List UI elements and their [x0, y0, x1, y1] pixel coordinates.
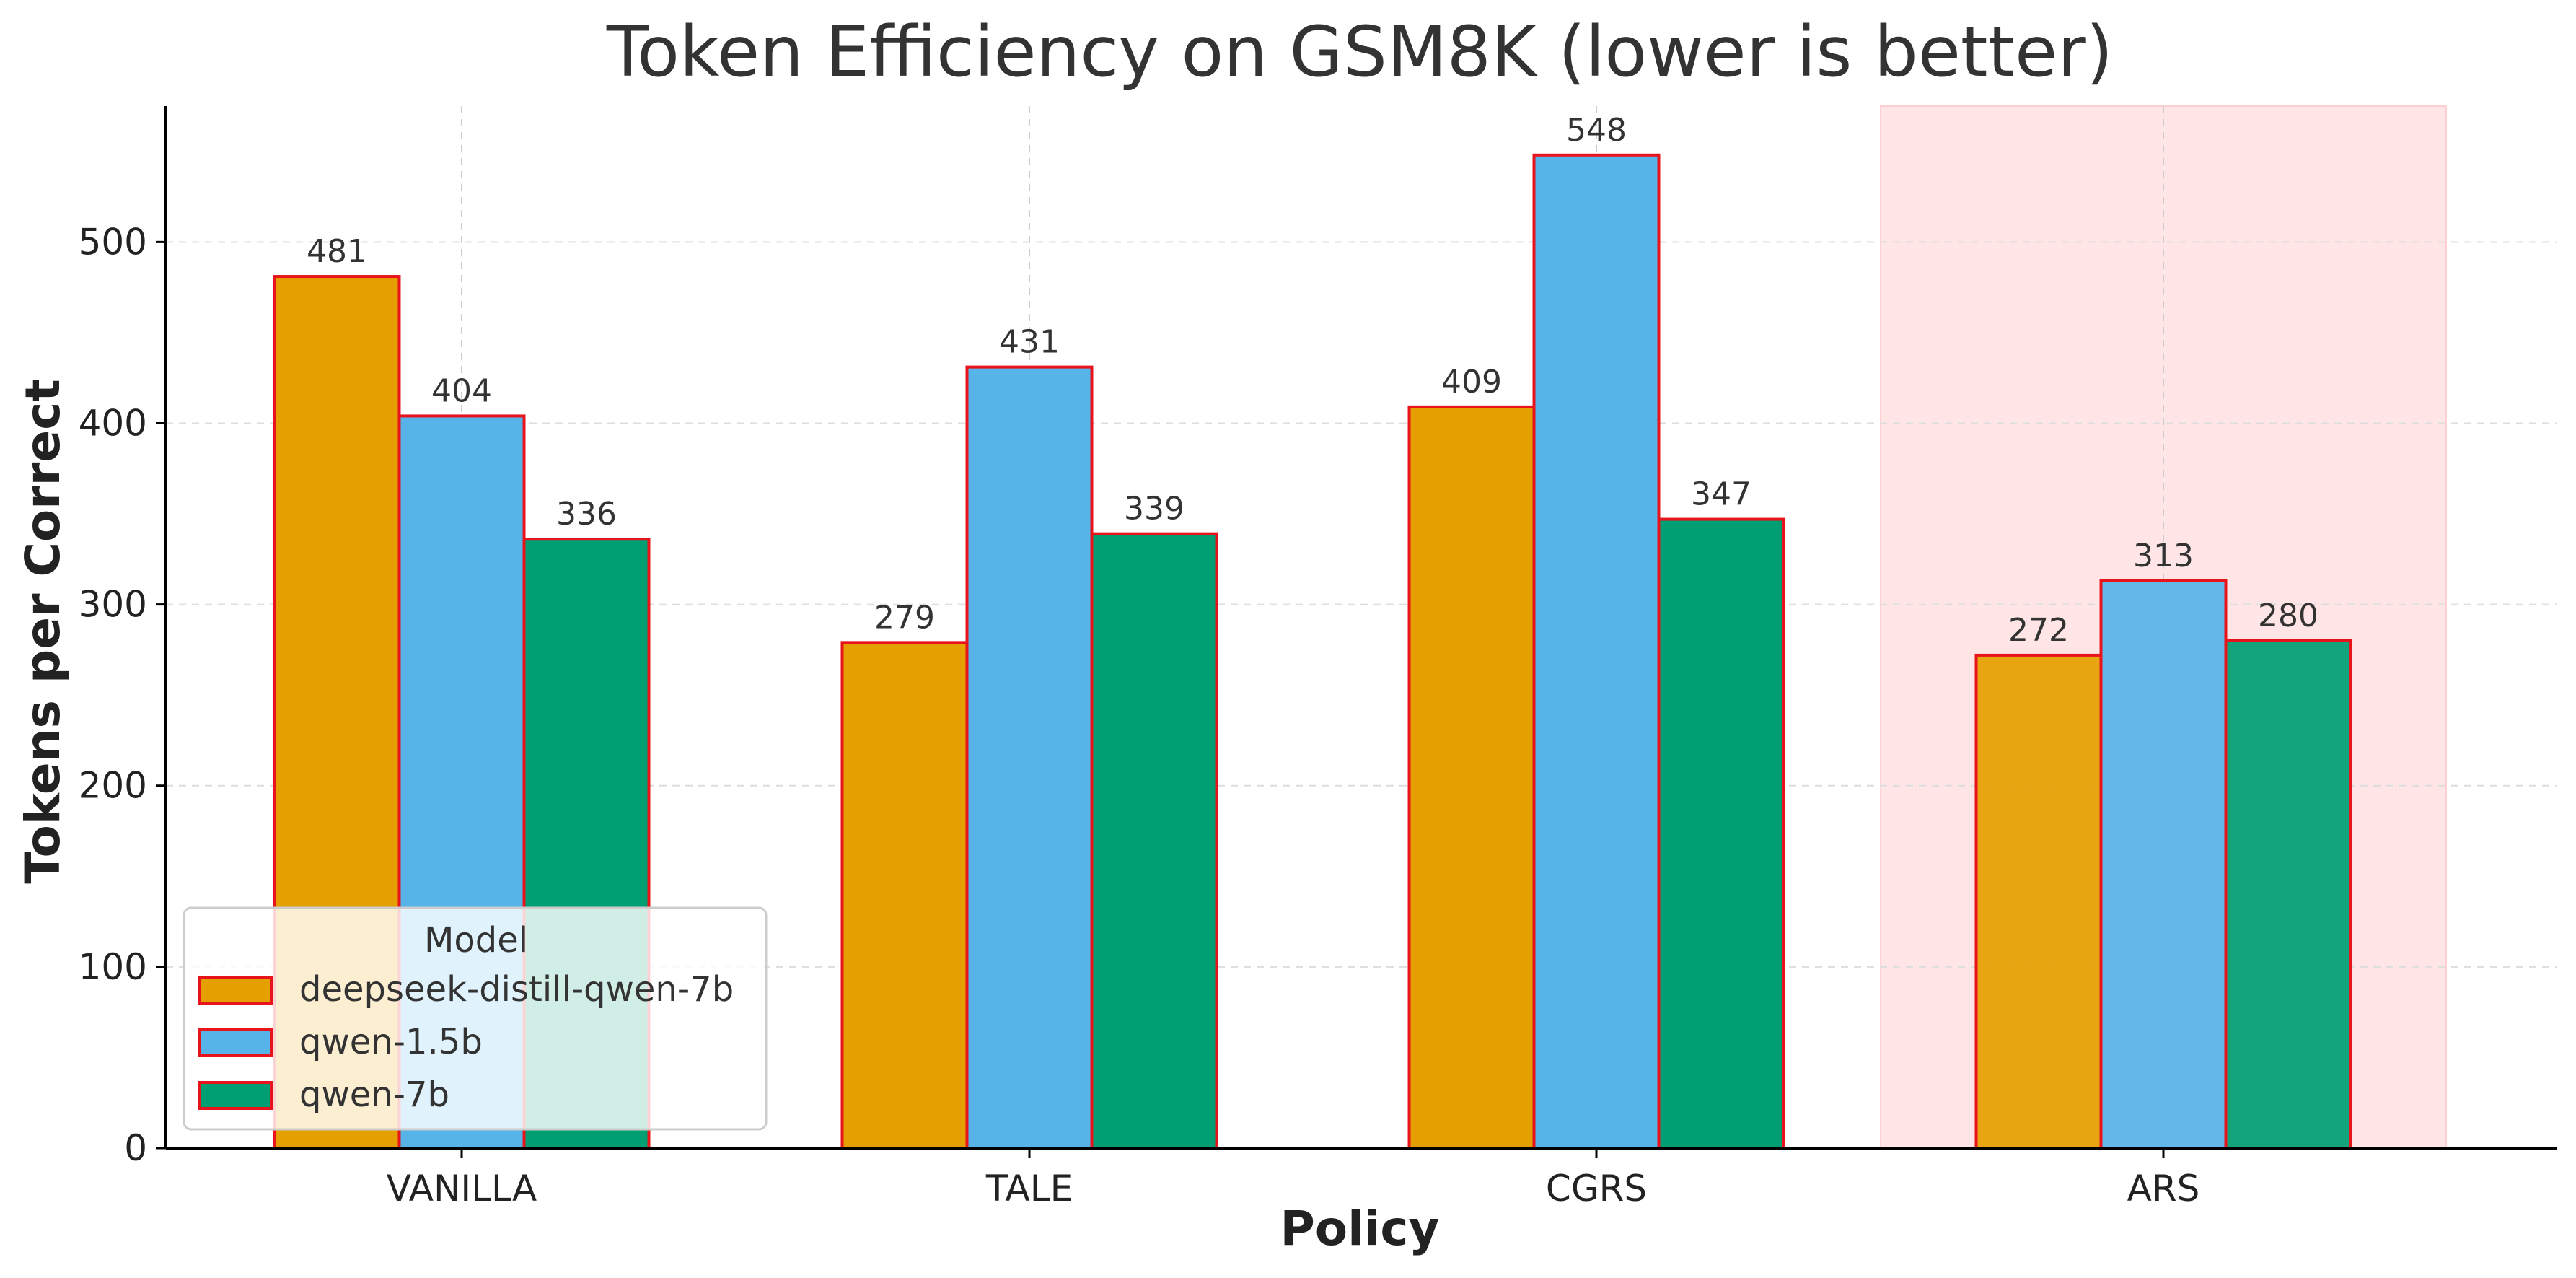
- legend-title: Model: [424, 920, 528, 960]
- y-axis-label: Tokens per Correct: [15, 379, 71, 884]
- legend-swatch: [198, 1081, 273, 1110]
- x-tick-label: TALE: [985, 1168, 1073, 1209]
- x-tick-label: VANILLA: [387, 1168, 537, 1209]
- value-label: 404: [431, 372, 492, 409]
- value-label: 548: [1566, 112, 1627, 149]
- y-tick-label: 500: [79, 221, 147, 263]
- value-label: 431: [999, 324, 1060, 361]
- bar-deepseek-distill-qwen-7b-cgrs: [1407, 405, 1536, 1150]
- x-tick-label: ARS: [2127, 1168, 2200, 1209]
- bar-qwen-7b-tale: [1090, 532, 1218, 1150]
- legend-entry: deepseek-distill-qwen-7b: [299, 969, 734, 1010]
- y-tick-label: 400: [79, 402, 147, 444]
- bar-qwen-1.5b-tale: [965, 365, 1094, 1150]
- bar-qwen-1.5b-ars: [2099, 579, 2228, 1150]
- value-label: 409: [1441, 364, 1502, 401]
- y-tick-label: 200: [79, 765, 147, 807]
- value-label: 336: [556, 496, 617, 533]
- y-tick-label: 0: [124, 1127, 147, 1169]
- legend-swatch: [198, 976, 273, 1005]
- value-label: 279: [874, 599, 935, 636]
- value-label: 481: [307, 233, 367, 270]
- legend-entry: qwen-7b: [299, 1075, 449, 1115]
- value-label: 313: [2133, 538, 2194, 574]
- chart-title: Token Efficiency on GSM8K (lower is bett…: [606, 12, 2113, 92]
- value-label: 280: [2258, 598, 2318, 634]
- legend-box: [183, 906, 768, 1131]
- legend-entry: qwen-1.5b: [299, 1022, 483, 1062]
- value-label: 339: [1124, 491, 1184, 528]
- x-axis-label: Policy: [1280, 1201, 1439, 1256]
- bar-qwen-7b-ars: [2224, 639, 2352, 1150]
- legend-swatch: [198, 1028, 273, 1057]
- value-label: 347: [1691, 476, 1751, 513]
- value-label: 272: [2008, 612, 2069, 649]
- y-tick-label: 300: [79, 584, 147, 626]
- bar-deepseek-distill-qwen-7b-ars: [1974, 653, 2103, 1150]
- y-tick-label: 100: [79, 946, 147, 988]
- bar-deepseek-distill-qwen-7b-tale: [840, 641, 969, 1150]
- bar-qwen-1.5b-cgrs: [1532, 153, 1661, 1150]
- x-tick-label: CGRS: [1546, 1168, 1647, 1209]
- bar-qwen-7b-cgrs: [1657, 517, 1785, 1150]
